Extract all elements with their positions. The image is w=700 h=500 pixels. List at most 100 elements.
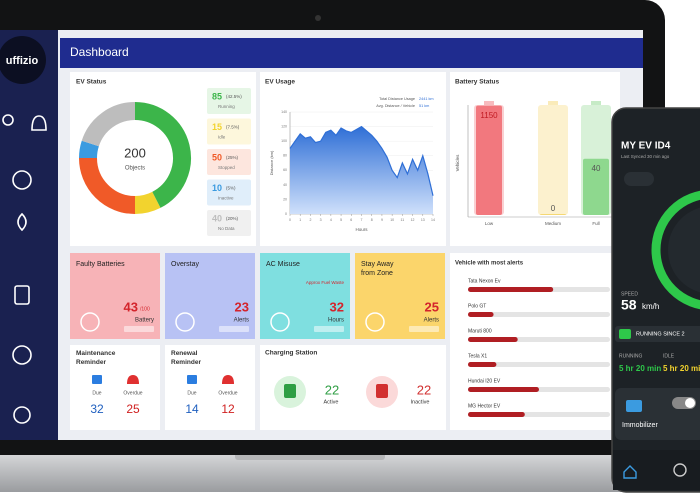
label: km/h — [642, 302, 659, 311]
panel-title: Battery Status — [455, 79, 499, 86]
card-icon — [175, 312, 195, 332]
label: 120 — [281, 124, 287, 128]
label: Due — [92, 390, 101, 396]
card-title: Faulty Batteries — [76, 261, 125, 268]
label: 7 — [361, 218, 363, 222]
label: MG Hector EV — [468, 403, 501, 409]
card — [165, 253, 255, 339]
label: 25 — [425, 299, 439, 314]
sidebar — [0, 30, 58, 440]
label: Medium — [545, 221, 561, 226]
label: 10 — [390, 218, 394, 222]
label: Polo GT — [468, 303, 486, 309]
label: Inactive — [411, 399, 430, 405]
card-button — [219, 326, 249, 332]
toggle-knob — [685, 398, 695, 408]
label: Tesla X1 — [468, 353, 487, 359]
laptop-base — [0, 452, 690, 492]
label: Overdue — [123, 390, 142, 396]
card-icon — [365, 312, 385, 332]
donut-segment — [134, 102, 191, 208]
gauge-inner — [668, 207, 700, 293]
label: Alerts — [234, 318, 249, 324]
label: 85 — [212, 91, 222, 101]
logo-circle — [0, 36, 46, 84]
label: Stopped — [218, 165, 235, 170]
bar-track — [468, 312, 610, 317]
camera — [315, 15, 321, 21]
sidebar-icons — [2, 114, 47, 424]
label: SPEED — [621, 291, 638, 297]
card-title: Overstay — [171, 261, 200, 268]
label: (42.5%) — [226, 94, 242, 99]
status-bar — [615, 326, 700, 342]
label: 9 — [381, 218, 383, 222]
card-button — [124, 326, 154, 332]
label: 140 — [281, 110, 287, 114]
label: Immobilizer — [622, 422, 658, 429]
header-title: Dashboard — [70, 45, 129, 59]
label: (20%) — [226, 216, 239, 221]
bar — [583, 158, 609, 215]
label: 2441 km — [419, 97, 434, 101]
legend-box — [207, 179, 251, 206]
label: 3 — [320, 218, 322, 222]
label: 5 — [340, 218, 342, 222]
label: Hours — [355, 227, 368, 232]
label: 1 — [299, 218, 301, 222]
label: Alerts — [424, 318, 439, 324]
brand: uffizio — [6, 55, 39, 67]
label: 43 — [124, 299, 138, 314]
label: Inactive — [218, 196, 234, 201]
area — [290, 126, 433, 214]
battery-cap — [484, 101, 494, 105]
label: Active — [324, 399, 339, 405]
label: Tata Nexon Ev — [468, 278, 501, 284]
alarm-icon — [127, 375, 139, 384]
label: 10 — [212, 183, 222, 193]
panel-title: Vehicle with most alerts — [455, 261, 524, 267]
label: Maruti 800 — [468, 328, 492, 334]
label: 60 — [283, 168, 287, 172]
plug — [376, 384, 388, 398]
line — [289, 125, 434, 196]
bar — [468, 387, 539, 392]
battery-cap — [591, 101, 601, 105]
immobilizer-card — [615, 388, 700, 440]
panel-title: Charging Station — [265, 350, 317, 357]
label: (25%) — [226, 155, 239, 160]
label: RUNNING — [619, 353, 642, 359]
label: 4 — [330, 218, 332, 222]
label: 11 — [401, 218, 405, 222]
panel-title: EV Status — [76, 79, 107, 86]
label: 40 — [592, 164, 601, 173]
donut-segment — [79, 157, 136, 214]
label: MY EV ID4 — [621, 141, 671, 152]
label: 200 — [124, 145, 146, 160]
calendar-icon — [92, 375, 102, 384]
panel-title: EV Usage — [265, 79, 295, 86]
plug — [284, 384, 296, 398]
label: 6 — [350, 218, 352, 222]
card — [260, 253, 350, 339]
label: 1150 — [480, 111, 498, 120]
label: 0 — [285, 212, 287, 216]
label: 20 — [283, 197, 287, 201]
label: (5%) — [226, 186, 236, 191]
legend-box — [207, 118, 251, 145]
label: Approx Fuel Waste — [306, 280, 345, 285]
label: 0 — [289, 218, 291, 222]
label: 12 — [221, 402, 235, 416]
battery-shell — [538, 105, 568, 215]
nav-compass — [673, 463, 687, 477]
label: Avg. Distance / Vehicle — [376, 104, 415, 108]
legend-box — [207, 149, 251, 175]
label: 22 — [325, 382, 339, 397]
label: 22 — [417, 382, 431, 397]
panel-title: Maintenance Reminder — [76, 350, 116, 366]
label: Low — [485, 221, 494, 226]
label: Running — [218, 104, 235, 109]
label: 40 — [212, 213, 222, 223]
label: Objects — [125, 166, 145, 172]
